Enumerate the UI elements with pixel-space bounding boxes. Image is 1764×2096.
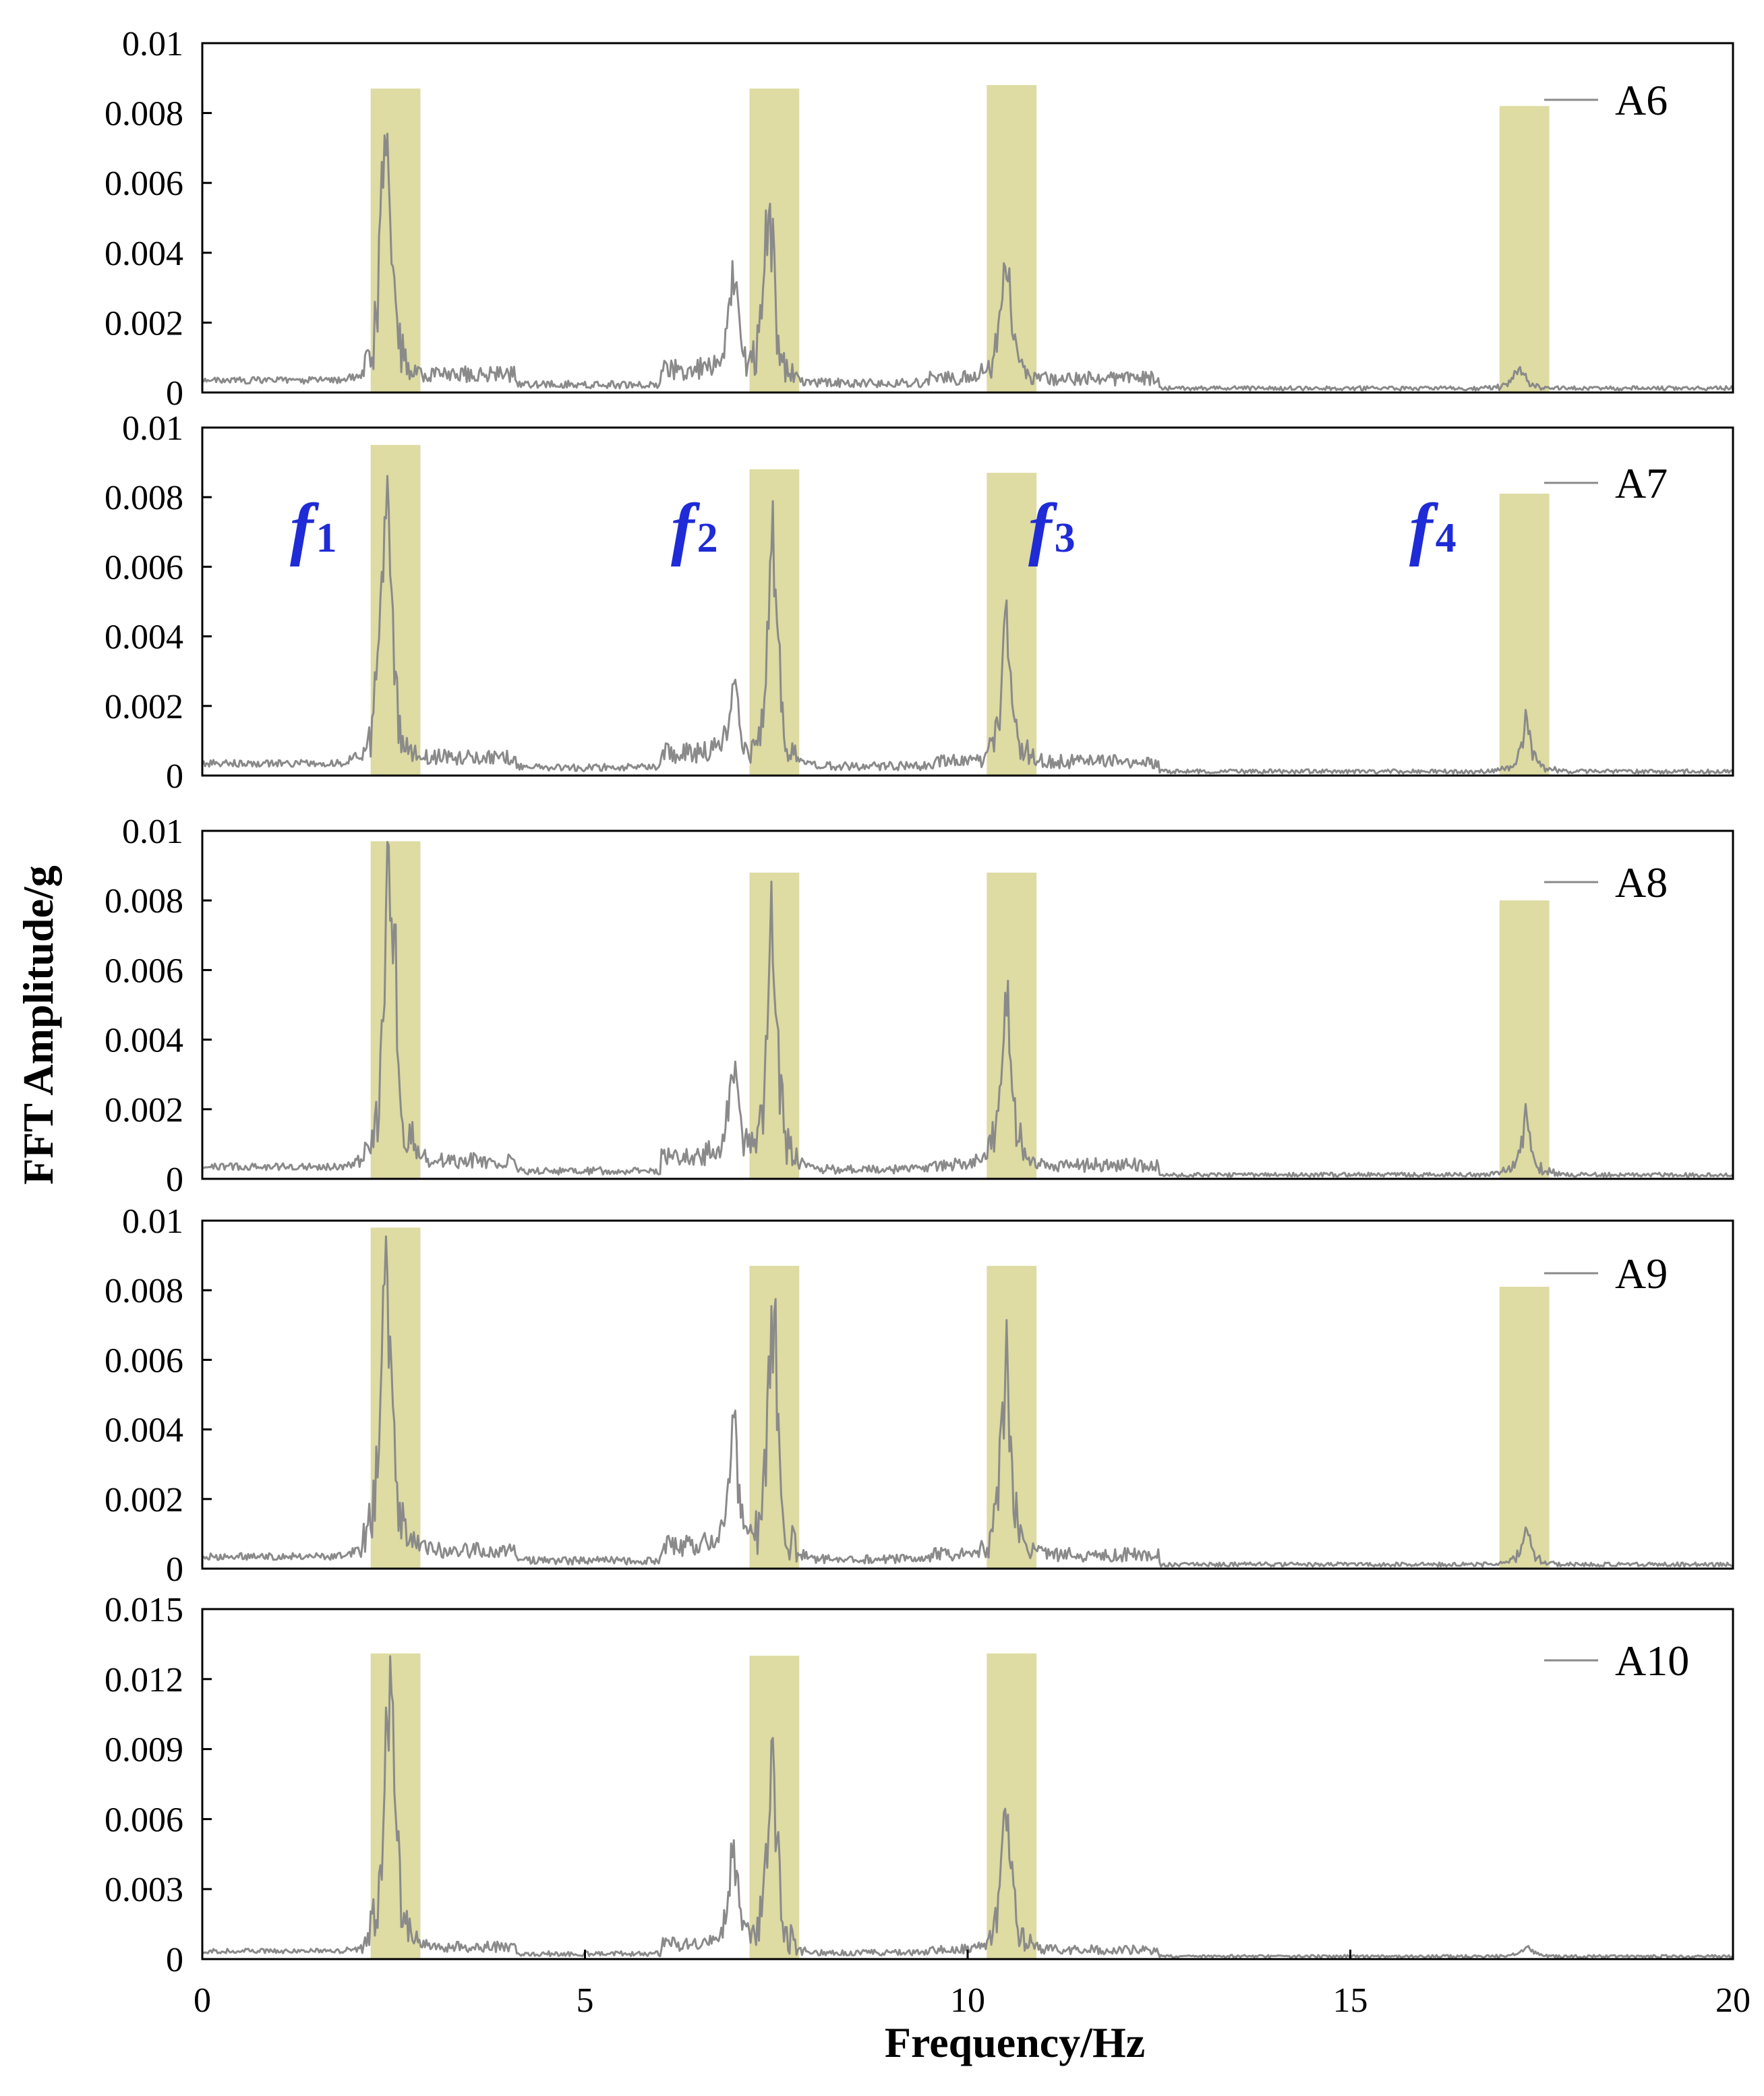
legend-label: A7 [1615,459,1668,507]
legend-label: A6 [1615,76,1668,124]
panel-a9: 0 0.002 0.004 0.006 0.008 0.01 A9 [105,1202,1734,1589]
y-tick-label: 0.01 [122,25,183,63]
x-tick-label: 10 [950,1981,985,2020]
legend-label: A9 [1615,1250,1668,1298]
y-tick-label: 0 [166,374,183,413]
y-tick-label: 0.008 [105,882,183,921]
y-tick-label: 0.01 [122,813,183,851]
legend-label: A10 [1615,1637,1689,1685]
panel-a8: 0 0.002 0.004 0.006 0.008 0.01 A8 [105,813,1734,1199]
y-tick-label: 0.009 [105,1731,183,1770]
y-tick-label: 0.01 [122,1202,183,1241]
y-tick-label: 0 [166,757,183,796]
mode-label-f4: f4 [1409,490,1457,567]
highlight-band-4 [1499,106,1550,393]
mode-label-f2: f2 [671,490,718,567]
mode-label-f1: f1 [290,490,337,567]
spectrum-line [202,1655,1734,1959]
highlight-band-2 [749,469,800,776]
plot-frame [201,1219,1734,1570]
legend-label: A8 [1615,858,1668,906]
panels-layer: 0 0.002 0.004 0.006 0.008 0.01 A6 0 0.002 0.004 0.… [105,25,1734,1979]
spectrum-line [202,1235,1734,1568]
y-tick-label: 0.004 [105,1022,183,1060]
mode-labels: f1 f2 f3 f4 [290,490,1457,567]
y-tick-label: 0.01 [122,409,183,448]
y-tick-label: 0.004 [105,235,183,273]
y-tick-label: 0.008 [105,95,183,134]
y-tick-label: 0.015 [105,1591,183,1629]
x-tick-label: 0 [194,1981,211,2020]
x-tick-label: 20 [1715,1981,1751,2020]
panel-a6: 0 0.002 0.004 0.006 0.008 0.01 A6 [105,25,1734,413]
spectrum-line [201,132,1734,392]
x-axis: 0 5 10 15 20 [194,1950,1751,2020]
x-tick-label: 5 [577,1981,594,2020]
y-tick-label: 0.003 [105,1871,183,1909]
mode-label-f3: f3 [1028,490,1076,567]
highlight-band-4 [1499,900,1550,1179]
plot-frame [201,1608,1734,1960]
plot-frame [201,426,1734,777]
y-tick-label: 0.002 [105,1481,183,1519]
panel-a7: 0 0.002 0.004 0.006 0.008 0.01 A7 [105,409,1734,796]
x-axis-title: Frequency/Hz [885,2018,1145,2066]
y-axis-title: FFT Amplitude/g [14,865,62,1185]
panel-a10: 0 0.003 0.006 0.009 0.012 0.015 A10 [105,1591,1734,1979]
highlight-band-3 [987,1266,1037,1569]
x-tick-label: 15 [1333,1981,1368,2020]
y-tick-label: 0.004 [105,1411,183,1450]
y-tick-label: 0 [166,1550,183,1589]
spectrum-line [202,841,1734,1178]
y-tick-label: 0.006 [105,1801,183,1839]
y-tick-label: 0.002 [105,304,183,343]
highlight-band-1 [370,444,421,776]
y-tick-label: 0.008 [105,1272,183,1310]
y-tick-label: 0.006 [105,952,183,990]
highlight-band-1 [370,1227,421,1569]
spectrum-line [202,475,1734,775]
y-tick-label: 0.012 [105,1661,183,1699]
y-tick-label: 0.006 [105,1341,183,1380]
y-tick-label: 0.002 [105,688,183,726]
plot-frame [201,42,1734,394]
plot-frame [201,829,1734,1180]
y-tick-label: 0 [166,1941,183,1979]
y-tick-label: 0 [166,1161,183,1199]
y-tick-label: 0.004 [105,618,183,657]
y-tick-label: 0.002 [105,1091,183,1130]
y-tick-label: 0.006 [105,165,183,203]
y-tick-label: 0.006 [105,548,183,587]
highlight-band-4 [1499,1287,1550,1569]
y-tick-label: 0.008 [105,479,183,517]
